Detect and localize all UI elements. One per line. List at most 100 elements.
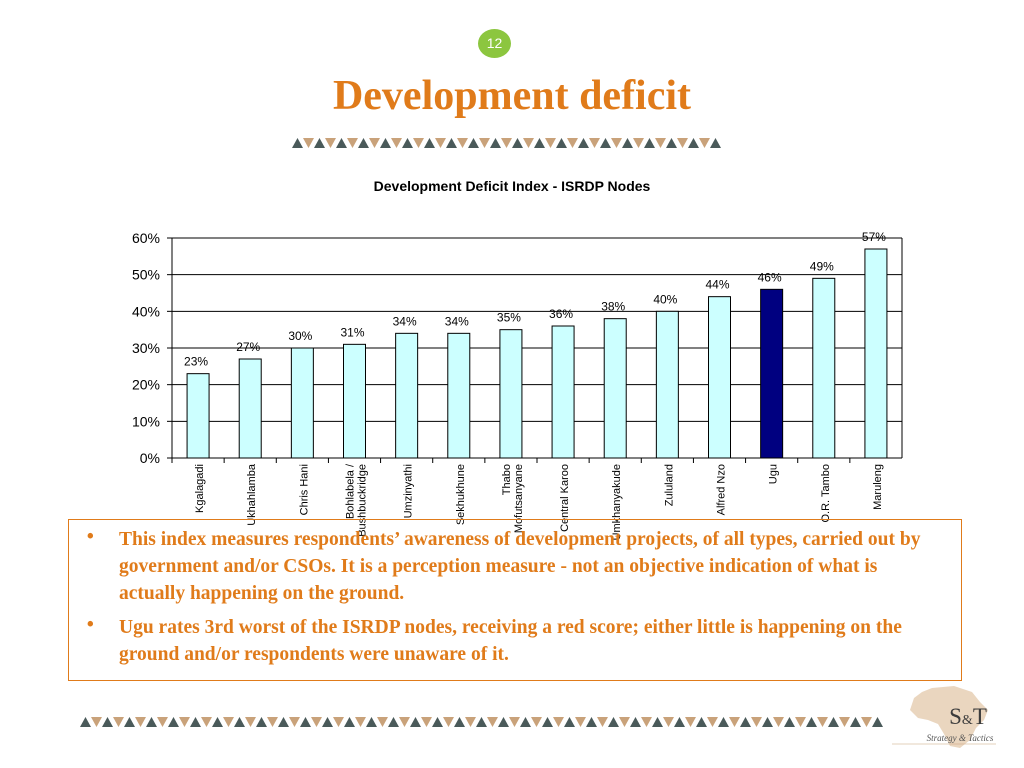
bar — [343, 343, 366, 459]
x-category-label: Maruleng — [872, 464, 884, 510]
triangle-ornament — [806, 717, 817, 727]
triangle-ornament — [457, 138, 468, 148]
triangle-ornament — [380, 138, 391, 148]
triangle-ornament — [245, 717, 256, 727]
triangle-ornament — [424, 138, 435, 148]
triangle-ornament — [751, 717, 762, 727]
triangle-ornament — [520, 717, 531, 727]
triangle-ornament — [729, 717, 740, 727]
triangle-ornament — [619, 717, 630, 727]
bar-data-label: 57% — [862, 230, 886, 244]
triangle-ornament — [391, 138, 402, 148]
logo-letter-s: S — [949, 704, 962, 729]
triangle-ornament — [399, 717, 410, 727]
triangle-ornament — [861, 717, 872, 727]
triangle-ornament — [476, 717, 487, 727]
triangle-ornament — [201, 717, 212, 727]
triangle-ornament — [553, 717, 564, 727]
bar — [395, 332, 419, 459]
triangle-ornament — [344, 717, 355, 727]
slide-title: Development deficit — [332, 73, 692, 119]
y-tick-label: 30% — [132, 340, 160, 356]
bar-data-label: 40% — [653, 292, 677, 306]
bar-data-label: 36% — [549, 307, 573, 321]
notes-box: • This index measures respondents’ aware… — [68, 519, 962, 681]
bar-data-label: 44% — [705, 278, 729, 292]
x-category-label: O.R. Tambo — [820, 464, 832, 523]
triangle-ornament — [465, 717, 476, 727]
bar-data-label: 49% — [810, 259, 834, 273]
triangle-ornament — [421, 717, 432, 727]
bullet-item-2: • Ugu rates 3rd worst of the ISRDP nodes… — [83, 614, 947, 668]
triangle-ornament — [839, 717, 850, 727]
y-tick-label: 40% — [132, 303, 160, 319]
y-tick-label: 10% — [132, 413, 160, 429]
logo-ampersand: & — [961, 713, 973, 728]
triangle-ornament — [487, 717, 498, 727]
bar — [499, 329, 523, 459]
triangle-ornament — [611, 138, 622, 148]
triangle-ornament — [501, 138, 512, 148]
bar — [655, 310, 679, 459]
x-category-label: Chris Hani — [298, 464, 310, 515]
triangle-ornament — [358, 138, 369, 148]
triangle-ornament — [303, 138, 314, 148]
page-number-badge: 12 — [478, 29, 511, 58]
triangle-ornament — [498, 717, 509, 727]
triangle-ornament — [135, 717, 146, 727]
triangle-ornament — [325, 138, 336, 148]
triangle-ornament — [146, 717, 157, 727]
triangle-ornament — [630, 717, 641, 727]
y-tick-label: 60% — [132, 230, 160, 246]
logo-letter-t: T — [972, 704, 987, 729]
triangle-ornament — [377, 717, 388, 727]
triangle-ornament — [369, 138, 380, 148]
africa-map-logo-icon — [892, 686, 996, 748]
bullet-item-1: • This index measures respondents’ aware… — [83, 526, 947, 607]
bar — [760, 288, 784, 459]
triangle-ornament — [718, 717, 729, 727]
triangle-ornament — [292, 138, 303, 148]
logo-tagline: Strategy & Tactics — [926, 733, 994, 743]
triangle-ornament — [597, 717, 608, 727]
bar — [864, 248, 888, 459]
triangle-ornament — [685, 717, 696, 727]
x-category-label: Sekhukhune — [455, 464, 467, 525]
triangle-ornament — [179, 717, 190, 727]
triangle-ornament — [124, 717, 135, 727]
triangle-ornament — [575, 717, 586, 727]
triangle-ornament — [435, 138, 446, 148]
triangle-ornament — [655, 138, 666, 148]
triangle-ornament — [413, 138, 424, 148]
triangle-ornament — [523, 138, 534, 148]
triangle-ornament — [589, 138, 600, 148]
triangle-ornament — [468, 138, 479, 148]
triangle-ornament — [322, 717, 333, 727]
triangle-ornament — [267, 717, 278, 727]
triangle-ornament — [157, 717, 168, 727]
triangle-ornament — [509, 717, 520, 727]
triangle-ornament — [710, 138, 721, 148]
triangle-ornament — [190, 717, 201, 727]
triangle-ornament — [633, 138, 644, 148]
triangle-ornament — [567, 138, 578, 148]
bar-data-label: 35% — [497, 311, 521, 325]
bullet-list: • This index measures respondents’ aware… — [83, 526, 947, 668]
triangle-ornament — [578, 138, 589, 148]
triangle-ornament — [311, 717, 322, 727]
x-category-label: Bohlabela / — [345, 463, 357, 519]
triangle-ornament — [402, 138, 413, 148]
triangle-ornament — [534, 138, 545, 148]
triangle-ornament — [314, 138, 325, 148]
y-tick-label: 20% — [132, 377, 160, 393]
bar — [290, 347, 314, 459]
chart-title: Development Deficit Index - ISRDP Nodes — [374, 178, 651, 194]
bar — [708, 296, 731, 459]
decorative-triangle-border-top — [292, 138, 721, 148]
bar — [186, 373, 210, 459]
triangle-ornament — [696, 717, 707, 727]
triangle-ornament — [432, 717, 443, 727]
triangle-ornament — [212, 717, 223, 727]
triangle-ornament — [850, 717, 861, 727]
triangle-ornament — [355, 717, 366, 727]
